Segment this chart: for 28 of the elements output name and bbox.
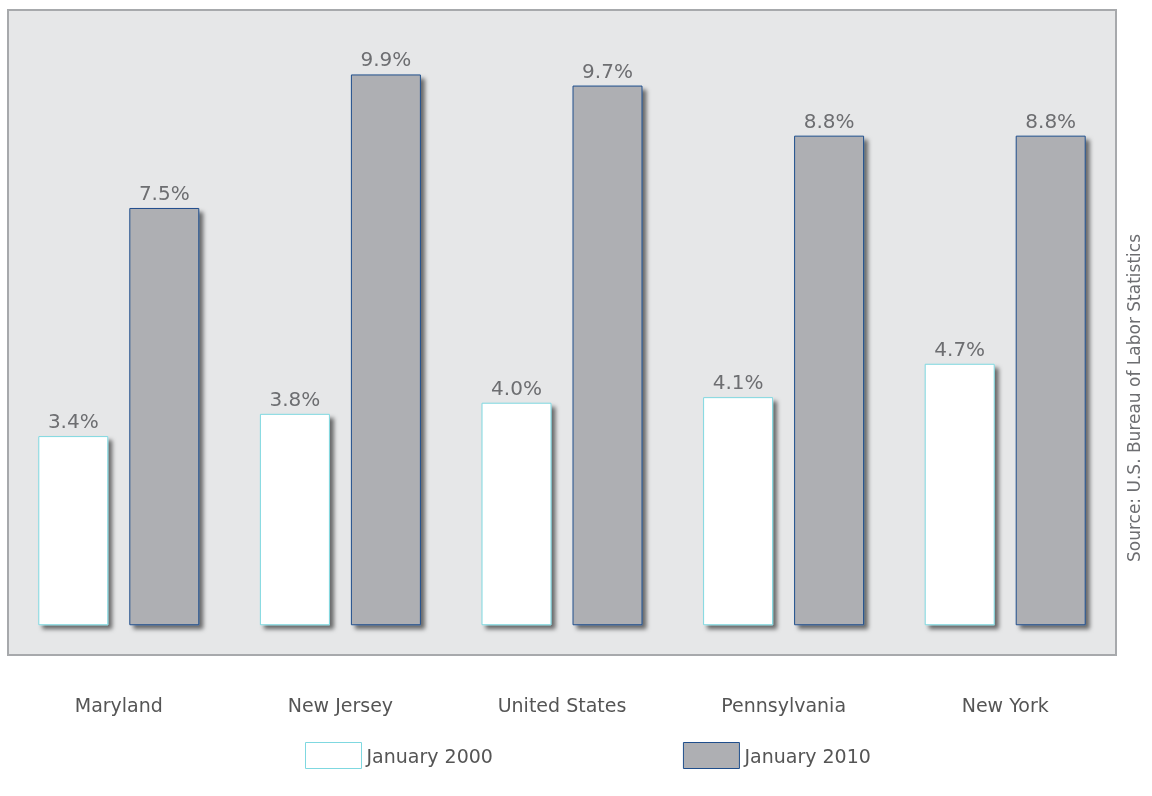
x-tick-label: Maryland <box>74 693 163 716</box>
data-label: 3.4% <box>47 409 99 434</box>
source-note: Source: U.S. Bureau of Labor Statistics <box>1123 233 1144 563</box>
bar <box>481 402 552 626</box>
data-label: 9.9% <box>360 47 412 72</box>
data-label: 8.8% <box>803 108 855 133</box>
bar <box>703 397 774 626</box>
data-label: 8.8% <box>1025 108 1077 133</box>
x-tick-label: Pennsylvania <box>721 693 847 716</box>
bar <box>572 85 643 626</box>
bar <box>794 135 865 626</box>
bar <box>259 413 330 626</box>
x-tick-label: United States <box>497 693 627 716</box>
x-tick-label: New York <box>961 693 1049 716</box>
x-tick-label: New Jersey <box>287 693 394 716</box>
data-label: 4.7% <box>934 336 986 361</box>
data-label: 9.7% <box>582 58 633 83</box>
bar <box>924 363 995 626</box>
data-label: 4.1% <box>712 370 764 395</box>
data-label: 4.0% <box>491 375 542 400</box>
bar <box>1015 135 1086 626</box>
bar <box>350 74 421 626</box>
legend-label: January 2000 <box>365 744 493 767</box>
bar <box>38 436 109 626</box>
data-label: 3.8% <box>269 386 321 411</box>
bar <box>129 207 200 626</box>
data-label: 7.5% <box>138 180 190 205</box>
legend-label: January 2010 <box>743 744 871 767</box>
